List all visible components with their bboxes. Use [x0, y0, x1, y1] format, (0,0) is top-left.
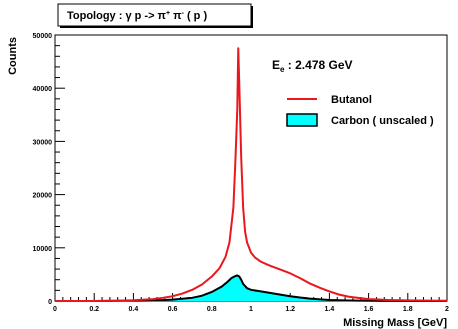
x-tick-label: 1.4: [325, 306, 335, 313]
chart-title: Topology : γ p -> π+ π- ( p ): [67, 10, 207, 22]
y-tick-label: 40000: [33, 86, 53, 93]
y-axis-tick-labels: 0 10000 20000 30000 40000 50000: [33, 33, 53, 306]
chart-title-box: Topology : γ p -> π+ π- ( p ): [57, 3, 253, 28]
x-axis-title: Missing Mass [GeV]: [343, 317, 447, 329]
title-p-arrow-pi: p -> π: [132, 10, 167, 22]
legend-carbon-swatch: [286, 113, 318, 127]
x-tick-label: 1.2: [285, 306, 295, 313]
legend-carbon-label: Carbon ( unscaled ): [331, 115, 434, 127]
y-tick-label: 10000: [33, 246, 53, 253]
beam-energy-annotation: Ee : 2.478 GeV: [272, 58, 353, 74]
carbon-line: [55, 274, 447, 302]
energy-value: : 2.478 GeV: [284, 58, 352, 72]
title-plus-superscript: +: [166, 10, 170, 17]
plot-frame: [54, 34, 448, 302]
x-tick-label: 0: [53, 306, 57, 313]
x-tick-label: 1.8: [403, 306, 413, 313]
legend-butanol-label: Butanol: [331, 94, 372, 106]
x-tick-label: 0.6: [168, 306, 178, 313]
series-layer: [55, 47, 448, 302]
y-axis-ticks: [55, 34, 65, 302]
y-tick-label: 50000: [33, 33, 53, 40]
title-text-topology: Topology :: [67, 10, 125, 22]
energy-subscript: e: [280, 65, 285, 74]
x-tick-label: 0.8: [207, 306, 217, 313]
legend: Butanol Carbon ( unscaled ): [286, 94, 434, 127]
y-axis-title: Counts: [7, 37, 19, 75]
title-proton-paren: ( p ): [184, 10, 208, 22]
y-tick-label: 0: [48, 299, 52, 306]
y-tick-label: 30000: [33, 139, 53, 146]
x-tick-label: 0.4: [129, 306, 139, 313]
x-tick-label: 0.2: [89, 306, 99, 313]
y-tick-label: 20000: [33, 193, 53, 200]
title-pi-minus-base: π: [170, 10, 182, 22]
x-tick-label: 2: [445, 306, 449, 313]
butanol-line: [55, 47, 448, 302]
title-gamma: γ: [125, 10, 132, 22]
x-tick-label: 1: [249, 306, 253, 313]
x-tick-label: 1.6: [364, 306, 374, 313]
energy-symbol: E: [272, 58, 280, 72]
x-axis-tick-labels: 0 0.2 0.4 0.6 0.8 1 1.2 1.4 1.6 1.8 2: [53, 306, 449, 313]
carbon-area: [55, 275, 447, 301]
title-minus-superscript: -: [182, 10, 185, 17]
